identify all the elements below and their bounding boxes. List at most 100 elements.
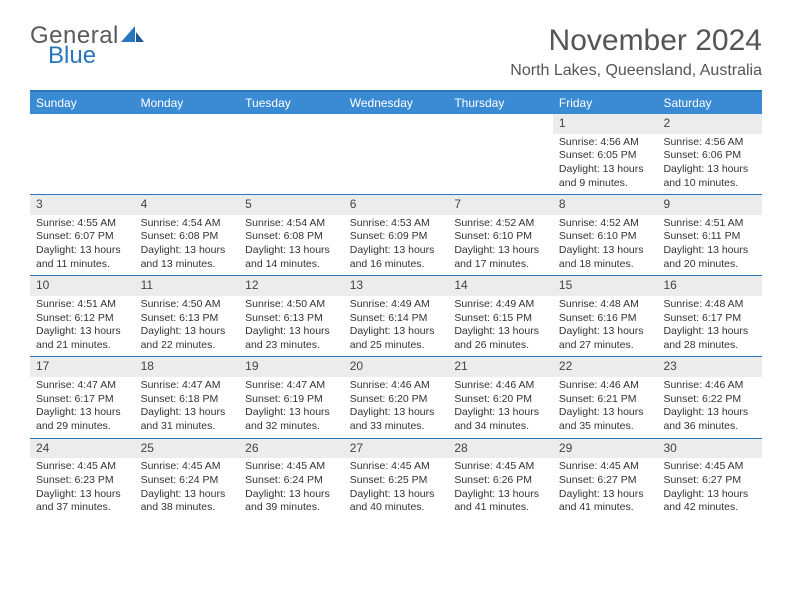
sunrise-line: Sunrise: 4:52 AM: [454, 217, 547, 231]
day-details: Sunrise: 4:56 AMSunset: 6:05 PMDaylight:…: [553, 134, 658, 195]
page-title: November 2024: [510, 24, 762, 58]
day-cell: 29Sunrise: 4:45 AMSunset: 6:27 PMDayligh…: [553, 439, 658, 519]
sunset-line: Sunset: 6:08 PM: [245, 230, 338, 244]
sunset-line: Sunset: 6:10 PM: [559, 230, 652, 244]
sunset-line: Sunset: 6:17 PM: [36, 393, 129, 407]
day-details: Sunrise: 4:46 AMSunset: 6:22 PMDaylight:…: [657, 377, 762, 438]
day-number: 21: [448, 357, 553, 377]
sunrise-line: Sunrise: 4:52 AM: [559, 217, 652, 231]
sunset-line: Sunset: 6:08 PM: [141, 230, 234, 244]
daylight-line: Daylight: 13 hours and 10 minutes.: [663, 163, 756, 190]
daylight-line: Daylight: 13 hours and 14 minutes.: [245, 244, 338, 271]
sunset-line: Sunset: 6:24 PM: [245, 474, 338, 488]
sunset-line: Sunset: 6:24 PM: [141, 474, 234, 488]
day-header-cell: Saturday: [657, 92, 762, 114]
day-cell: 27Sunrise: 4:45 AMSunset: 6:25 PMDayligh…: [344, 439, 449, 519]
day-cell: [135, 114, 240, 194]
day-details: Sunrise: 4:54 AMSunset: 6:08 PMDaylight:…: [239, 215, 344, 276]
day-details: Sunrise: 4:46 AMSunset: 6:21 PMDaylight:…: [553, 377, 658, 438]
week-row: 3Sunrise: 4:55 AMSunset: 6:07 PMDaylight…: [30, 194, 762, 275]
sunrise-line: Sunrise: 4:54 AM: [245, 217, 338, 231]
day-number: 14: [448, 276, 553, 296]
day-header-cell: Wednesday: [344, 92, 449, 114]
day-details: Sunrise: 4:45 AMSunset: 6:24 PMDaylight:…: [135, 458, 240, 519]
sunrise-line: Sunrise: 4:45 AM: [141, 460, 234, 474]
day-number: 7: [448, 195, 553, 215]
sunrise-line: Sunrise: 4:45 AM: [245, 460, 338, 474]
sunrise-line: Sunrise: 4:47 AM: [141, 379, 234, 393]
day-number: 23: [657, 357, 762, 377]
day-number: 18: [135, 357, 240, 377]
day-cell: 21Sunrise: 4:46 AMSunset: 6:20 PMDayligh…: [448, 357, 553, 437]
sunset-line: Sunset: 6:13 PM: [141, 312, 234, 326]
day-cell: 13 Sunrise: 4:49 AMSunset: 6:14 PMDayligh…: [344, 276, 449, 356]
sunrise-line: Sunrise: 4:53 AM: [350, 217, 443, 231]
sunrise-line: Sunrise: 4:49 AM: [350, 298, 443, 312]
logo: General Blue: [30, 24, 145, 68]
sunrise-line: Sunrise: 4:56 AM: [559, 136, 652, 150]
day-number: 1: [553, 114, 658, 134]
daylight-line: Daylight: 13 hours and 40 minutes.: [350, 488, 443, 515]
daylight-line: Daylight: 13 hours and 35 minutes.: [559, 406, 652, 433]
day-number: 28: [448, 439, 553, 459]
sunrise-line: Sunrise: 4:51 AM: [36, 298, 129, 312]
day-details: Sunrise: 4:48 AMSunset: 6:17 PMDaylight:…: [657, 296, 762, 357]
sunrise-line: Sunrise: 4:48 AM: [663, 298, 756, 312]
daylight-line: Daylight: 13 hours and 37 minutes.: [36, 488, 129, 515]
day-number: 5: [239, 195, 344, 215]
day-number: 10: [30, 276, 135, 296]
day-number: 26: [239, 439, 344, 459]
day-number: 9: [657, 195, 762, 215]
sunset-line: Sunset: 6:10 PM: [454, 230, 547, 244]
daylight-line: Daylight: 13 hours and 42 minutes.: [663, 488, 756, 515]
sunset-line: Sunset: 6:20 PM: [454, 393, 547, 407]
sunset-line: Sunset: 6:14 PM: [350, 312, 443, 326]
logo-text-blue: Blue: [48, 44, 145, 68]
day-number: 16: [657, 276, 762, 296]
day-cell: 9Sunrise: 4:51 AMSunset: 6:11 PMDaylight…: [657, 195, 762, 275]
day-details: Sunrise: 4:56 AMSunset: 6:06 PMDaylight:…: [657, 134, 762, 195]
day-cell: 3Sunrise: 4:55 AMSunset: 6:07 PMDaylight…: [30, 195, 135, 275]
day-cell: 10Sunrise: 4:51 AMSunset: 6:12 PMDayligh…: [30, 276, 135, 356]
title-block: November 2024 North Lakes, Queensland, A…: [510, 24, 762, 80]
day-cell: 2Sunrise: 4:56 AMSunset: 6:06 PMDaylight…: [657, 114, 762, 194]
day-details: Sunrise: 4:47 AMSunset: 6:19 PMDaylight:…: [239, 377, 344, 438]
day-number: 17: [30, 357, 135, 377]
daylight-line: Daylight: 13 hours and 27 minutes.: [559, 325, 652, 352]
day-number: 12: [239, 276, 344, 296]
day-number: 29: [553, 439, 658, 459]
day-details: Sunrise: 4:46 AMSunset: 6:20 PMDaylight:…: [448, 377, 553, 438]
day-details: Sunrise: 4:50 AMSunset: 6:13 PMDaylight:…: [239, 296, 344, 357]
day-number: 2: [657, 114, 762, 134]
sunrise-line: Sunrise: 4:47 AM: [36, 379, 129, 393]
day-cell: 24Sunrise: 4:45 AMSunset: 6:23 PMDayligh…: [30, 439, 135, 519]
daylight-line: Daylight: 13 hours and 25 minutes.: [350, 325, 443, 352]
sunrise-line: Sunrise: 4:45 AM: [663, 460, 756, 474]
day-details: Sunrise: 4:49 AMSunset: 6:15 PMDaylight:…: [448, 296, 553, 357]
sunset-line: Sunset: 6:19 PM: [245, 393, 338, 407]
day-details: Sunrise: 4:51 AMSunset: 6:11 PMDaylight:…: [657, 215, 762, 276]
day-details: Sunrise: 4:51 AMSunset: 6:12 PMDaylight:…: [30, 296, 135, 357]
day-cell: [239, 114, 344, 194]
day-number: 20: [344, 357, 449, 377]
sunset-line: Sunset: 6:25 PM: [350, 474, 443, 488]
day-cell: 28Sunrise: 4:45 AMSunset: 6:26 PMDayligh…: [448, 439, 553, 519]
day-header-cell: Tuesday: [239, 92, 344, 114]
day-header-cell: Monday: [135, 92, 240, 114]
daylight-line: Daylight: 13 hours and 13 minutes.: [141, 244, 234, 271]
sunset-line: Sunset: 6:05 PM: [559, 149, 652, 163]
sunset-line: Sunset: 6:26 PM: [454, 474, 547, 488]
day-details: Sunrise: 4:54 AMSunset: 6:08 PMDaylight:…: [135, 215, 240, 276]
day-number: 13: [344, 276, 449, 296]
sunrise-line: Sunrise: 4:46 AM: [559, 379, 652, 393]
sunset-line: Sunset: 6:13 PM: [245, 312, 338, 326]
day-number: 6: [344, 195, 449, 215]
daylight-line: Daylight: 13 hours and 38 minutes.: [141, 488, 234, 515]
sunset-line: Sunset: 6:27 PM: [559, 474, 652, 488]
day-cell: 18Sunrise: 4:47 AMSunset: 6:18 PMDayligh…: [135, 357, 240, 437]
sunrise-line: Sunrise: 4:48 AM: [559, 298, 652, 312]
day-cell: [448, 114, 553, 194]
sunset-line: Sunset: 6:06 PM: [663, 149, 756, 163]
daylight-line: Daylight: 13 hours and 34 minutes.: [454, 406, 547, 433]
sunset-line: Sunset: 6:22 PM: [663, 393, 756, 407]
